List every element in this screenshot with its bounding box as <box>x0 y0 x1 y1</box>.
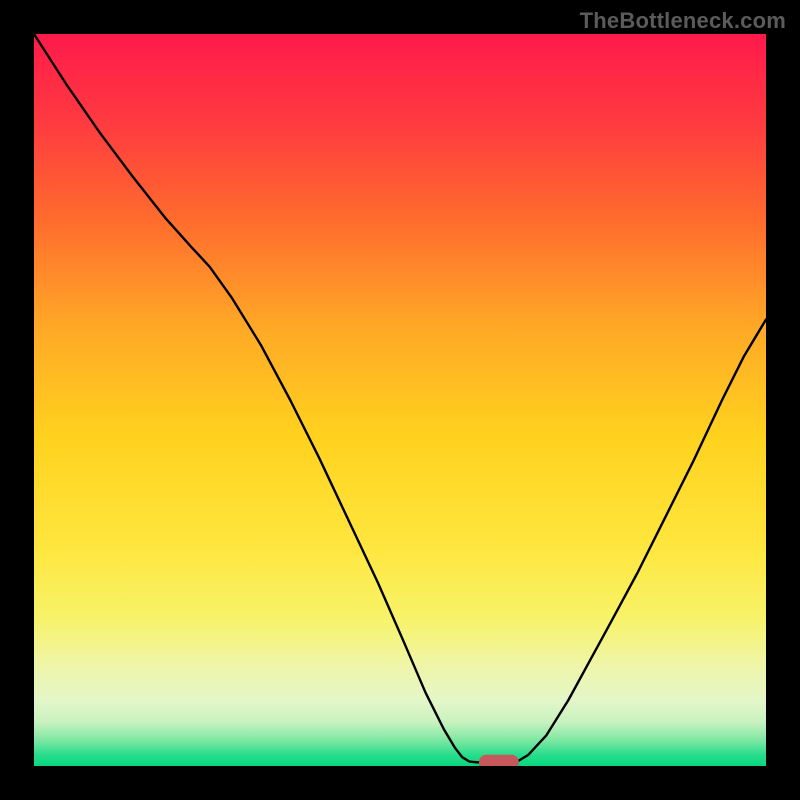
chart-root: TheBottleneck.com <box>0 0 800 800</box>
bottleneck-curve <box>34 34 766 762</box>
watermark-text: TheBottleneck.com <box>580 8 786 34</box>
plot-area <box>34 34 766 766</box>
curve-svg <box>34 34 766 766</box>
optimal-marker <box>479 755 519 766</box>
